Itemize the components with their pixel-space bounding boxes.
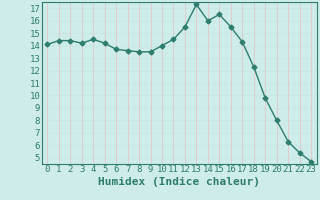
X-axis label: Humidex (Indice chaleur): Humidex (Indice chaleur)	[98, 177, 260, 187]
